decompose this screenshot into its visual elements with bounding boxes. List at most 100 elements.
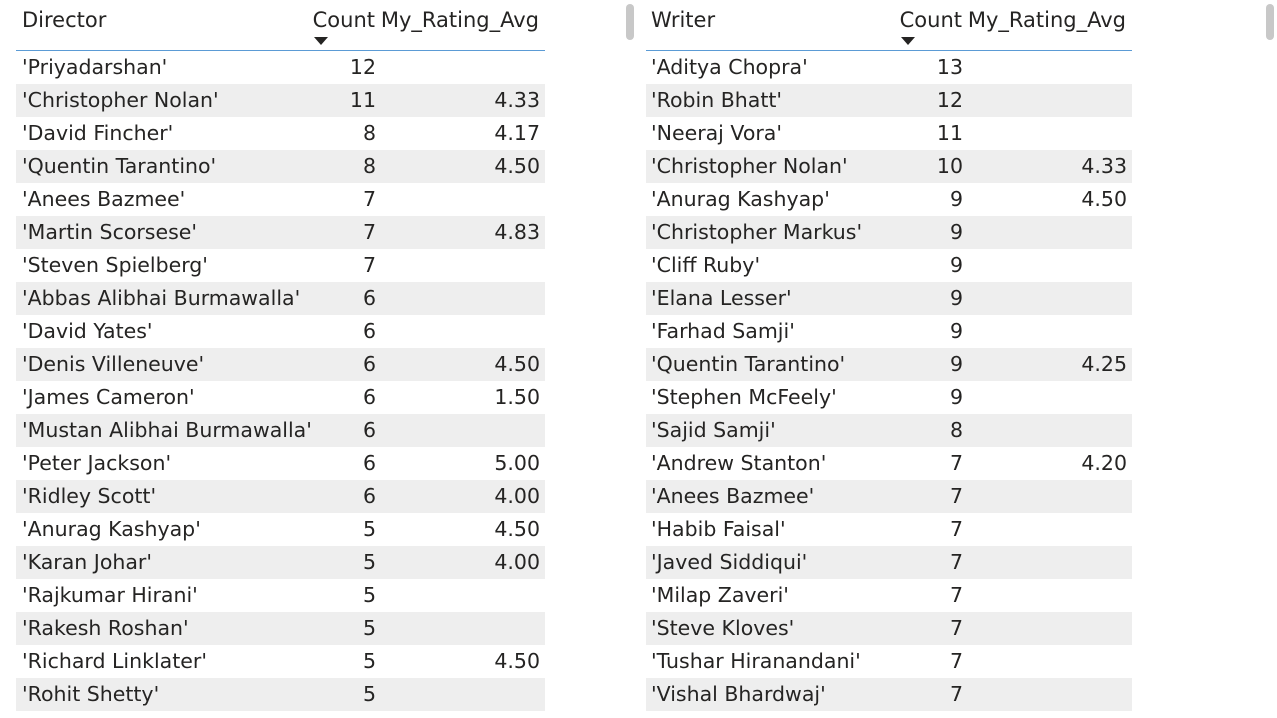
cell-count: 5 <box>362 682 376 706</box>
cell-count: 9 <box>949 253 963 277</box>
cell-name: 'David Yates' <box>22 319 153 343</box>
column-header-my-rating-avg[interactable]: My_Rating_Avg <box>380 8 539 32</box>
cell-name: 'Sajid Samji' <box>651 418 776 442</box>
cell-name: 'Rajkumar Hirani' <box>22 583 198 607</box>
cell-count: 7 <box>949 616 963 640</box>
cell-rating: 4.17 <box>494 121 540 145</box>
cell-name: 'Neeraj Vora' <box>651 121 782 145</box>
cell-name: 'Anees Bazmee' <box>651 484 815 508</box>
table-row[interactable]: 'Andrew Stanton' 7 4.20 <box>646 447 1132 480</box>
table-row[interactable]: 'Rajkumar Hirani' 5 <box>16 579 545 612</box>
cell-name: 'Martin Scorsese' <box>22 220 198 244</box>
cell-name: 'Stephen McFeely' <box>651 385 837 409</box>
table-row[interactable]: 'Javed Siddiqui' 7 <box>646 546 1132 579</box>
table-row[interactable]: 'Cliff Ruby' 9 <box>646 249 1132 282</box>
cell-name: 'Ridley Scott' <box>22 484 157 508</box>
table-row[interactable]: 'Stephen McFeely' 9 <box>646 381 1132 414</box>
table-row[interactable]: 'Christopher Nolan' 10 4.33 <box>646 150 1132 183</box>
director-table: Director Count My_Rating_Avg 'Priyadarsh… <box>16 0 545 711</box>
table-row[interactable]: 'Martin Scorsese' 7 4.83 <box>16 216 545 249</box>
table-row[interactable]: 'Karan Johar' 5 4.00 <box>16 546 545 579</box>
table-row[interactable]: 'Robin Bhatt' 12 <box>646 84 1132 117</box>
table-row[interactable]: 'Vishal Bhardwaj' 7 <box>646 678 1132 711</box>
table-row[interactable]: 'Farhad Samji' 9 <box>646 315 1132 348</box>
table-row[interactable]: 'Milap Zaveri' 7 <box>646 579 1132 612</box>
table-row[interactable]: 'Peter Jackson' 6 5.00 <box>16 447 545 480</box>
cell-rating: 4.00 <box>494 484 540 508</box>
cell-name: 'Javed Siddiqui' <box>651 550 808 574</box>
table-row[interactable]: 'Denis Villeneuve' 6 4.50 <box>16 348 545 381</box>
cell-count: 12 <box>349 55 376 79</box>
cell-count: 7 <box>949 451 963 475</box>
sort-descending-icon[interactable] <box>901 37 915 45</box>
table-row[interactable]: 'David Fincher' 8 4.17 <box>16 117 545 150</box>
table-row[interactable]: 'Sajid Samji' 8 <box>646 414 1132 447</box>
cell-name: 'Mustan Alibhai Burmawalla' <box>22 418 312 442</box>
table-row[interactable]: 'Christopher Nolan' 11 4.33 <box>16 84 545 117</box>
cell-count: 5 <box>362 616 376 640</box>
cell-count: 6 <box>362 385 376 409</box>
table-row[interactable]: 'Quentin Tarantino' 9 4.25 <box>646 348 1132 381</box>
table-row[interactable]: 'Anurag Kashyap' 5 4.50 <box>16 513 545 546</box>
cell-name: 'Cliff Ruby' <box>651 253 761 277</box>
cell-name: 'Quentin Tarantino' <box>651 352 846 376</box>
cell-rating: 4.83 <box>494 220 540 244</box>
cell-count: 7 <box>949 550 963 574</box>
table-row[interactable]: 'Ridley Scott' 6 4.00 <box>16 480 545 513</box>
column-header-count[interactable]: Count <box>899 8 962 32</box>
cell-rating: 4.25 <box>1081 352 1127 376</box>
table-row[interactable]: 'Habib Faisal' 7 <box>646 513 1132 546</box>
cell-count: 5 <box>362 517 376 541</box>
cell-name: 'Tushar Hiranandani' <box>651 649 861 673</box>
cell-name: 'Habib Faisal' <box>651 517 786 541</box>
cell-name: 'Richard Linklater' <box>22 649 207 673</box>
table-row[interactable]: 'Rohit Shetty' 5 <box>16 678 545 711</box>
cell-count: 9 <box>949 385 963 409</box>
writer-table-body: 'Aditya Chopra' 13 'Robin Bhatt' 12 'Neeraj … <box>646 51 1132 711</box>
table-row[interactable]: 'Anees Bazmee' 7 <box>646 480 1132 513</box>
cell-rating: 4.00 <box>494 550 540 574</box>
cell-count: 13 <box>936 55 963 79</box>
cell-name: 'Rohit Shetty' <box>22 682 160 706</box>
column-header-count[interactable]: Count <box>312 8 375 32</box>
cell-count: 7 <box>362 187 376 211</box>
cell-rating: 4.50 <box>1081 187 1127 211</box>
writer-table-scrollbar[interactable] <box>1266 4 1274 40</box>
cell-name: 'Farhad Samji' <box>651 319 795 343</box>
table-row[interactable]: 'Richard Linklater' 5 4.50 <box>16 645 545 678</box>
column-header-writer[interactable]: Writer <box>651 8 716 32</box>
table-row[interactable]: 'Abbas Alibhai Burmawalla' 6 <box>16 282 545 315</box>
cell-name: 'Abbas Alibhai Burmawalla' <box>22 286 301 310</box>
column-header-my-rating-avg[interactable]: My_Rating_Avg <box>967 8 1126 32</box>
table-row[interactable]: 'Anurag Kashyap' 9 4.50 <box>646 183 1132 216</box>
cell-name: 'Milap Zaveri' <box>651 583 789 607</box>
table-row[interactable]: 'James Cameron' 6 1.50 <box>16 381 545 414</box>
table-row[interactable]: 'David Yates' 6 <box>16 315 545 348</box>
cell-rating: 5.00 <box>494 451 540 475</box>
table-row[interactable]: 'Tushar Hiranandani' 7 <box>646 645 1132 678</box>
cell-count: 8 <box>362 121 376 145</box>
writer-table-header: Writer Count My_Rating_Avg <box>646 0 1132 51</box>
table-row[interactable]: 'Mustan Alibhai Burmawalla' 6 <box>16 414 545 447</box>
table-row[interactable]: 'Elana Lesser' 9 <box>646 282 1132 315</box>
column-header-director[interactable]: Director <box>22 8 107 32</box>
table-row[interactable]: 'Rakesh Roshan' 5 <box>16 612 545 645</box>
table-row[interactable]: 'Quentin Tarantino' 8 4.50 <box>16 150 545 183</box>
cell-count: 12 <box>936 88 963 112</box>
table-row[interactable]: 'Priyadarshan' 12 <box>16 51 545 84</box>
cell-count: 7 <box>949 517 963 541</box>
table-row[interactable]: 'Christopher Markus' 9 <box>646 216 1132 249</box>
cell-count: 9 <box>949 220 963 244</box>
table-row[interactable]: 'Steve Kloves' 7 <box>646 612 1132 645</box>
table-row[interactable]: 'Neeraj Vora' 11 <box>646 117 1132 150</box>
cell-name: 'Christopher Markus' <box>651 220 863 244</box>
table-row[interactable]: 'Steven Spielberg' 7 <box>16 249 545 282</box>
cell-name: 'Denis Villeneuve' <box>22 352 205 376</box>
sort-descending-icon[interactable] <box>314 37 328 45</box>
cell-count: 9 <box>949 187 963 211</box>
table-row[interactable]: 'Aditya Chopra' 13 <box>646 51 1132 84</box>
director-table-scrollbar[interactable] <box>626 4 634 40</box>
table-row[interactable]: 'Anees Bazmee' 7 <box>16 183 545 216</box>
cell-count: 10 <box>936 154 963 178</box>
cell-name: 'Peter Jackson' <box>22 451 172 475</box>
